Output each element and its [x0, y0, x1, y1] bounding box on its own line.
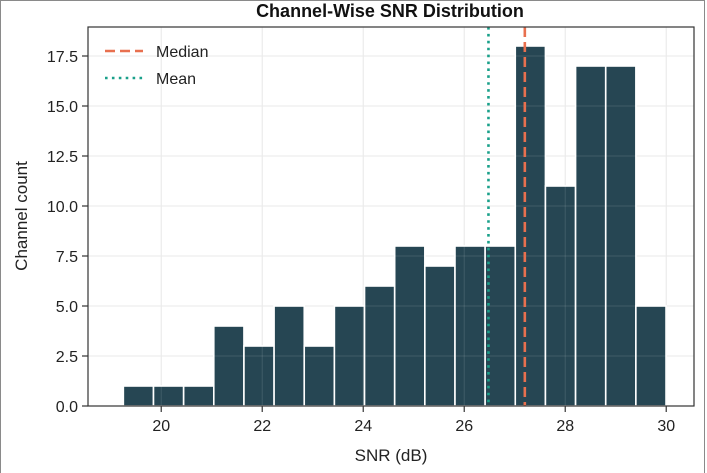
histogram-bar [514, 45, 547, 407]
histogram-bar [544, 185, 577, 407]
histogram-bar [454, 245, 486, 407]
histogram-bar [182, 385, 215, 407]
y-tick-label: 10.0 [47, 199, 78, 216]
axes-frame [87, 26, 695, 407]
histogram-bar [484, 245, 517, 407]
legend: Median Mean [105, 44, 208, 88]
y-ticks: 0.0 2.5 5.0 7.5 10.0 12.5 15.0 17.5 [47, 49, 88, 416]
y-tick-label: 2.5 [56, 349, 78, 366]
y-tick-label: 0.0 [56, 399, 78, 416]
y-tick-label: 12.5 [47, 149, 78, 166]
bars [122, 45, 667, 407]
histogram-bar [574, 65, 607, 407]
y-tick-label: 5.0 [56, 299, 78, 316]
x-axis-label: SNR (dB) [355, 446, 428, 465]
y-tick-label: 15.0 [47, 99, 78, 116]
x-tick-label: 28 [556, 418, 574, 435]
x-ticks: 20 22 24 26 28 30 [152, 406, 675, 435]
y-tick-label: 17.5 [47, 49, 78, 66]
histogram-bar [635, 305, 667, 407]
histogram-bar [303, 345, 336, 407]
histogram-bar [424, 265, 456, 407]
histogram-bar [273, 305, 306, 407]
x-tick-label: 20 [152, 418, 170, 435]
x-tick-label: 30 [657, 418, 675, 435]
histogram-bar [363, 285, 396, 407]
legend-median-label: Median [156, 44, 208, 61]
histogram-bar [604, 65, 637, 407]
legend-mean-label: Mean [156, 71, 196, 88]
histogram-bar [243, 345, 275, 407]
y-tick-label: 7.5 [56, 249, 78, 266]
histogram-bar [152, 385, 185, 407]
histogram-bar [122, 385, 155, 407]
histogram-bar [212, 325, 245, 407]
x-tick-label: 26 [455, 418, 473, 435]
chart-title: Channel-Wise SNR Distribution [256, 1, 524, 21]
histogram-bar [393, 245, 426, 407]
x-tick-label: 22 [253, 418, 271, 435]
y-axis-label: Channel count [12, 161, 31, 271]
x-tick-label: 24 [354, 418, 372, 435]
